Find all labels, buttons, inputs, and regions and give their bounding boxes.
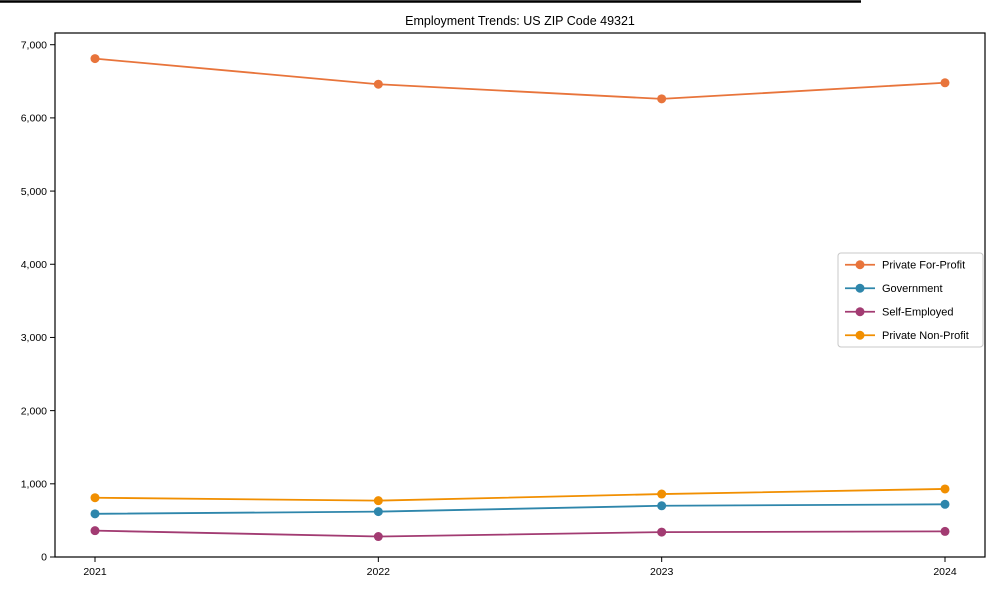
legend-marker-private-for-profit — [855, 260, 865, 270]
y-tick-label: 2,000 — [21, 405, 47, 417]
legend: Private For-Profit Government Self-Employe… — [837, 252, 984, 348]
x-tick-label: 2021 — [83, 566, 107, 578]
y-tick-label: 5,000 — [21, 186, 47, 198]
data-point-government-2021 — [90, 509, 100, 519]
legend-marker-government — [855, 283, 865, 293]
chart-title: Employment Trends: US ZIP Code 49321 — [405, 14, 635, 28]
legend-marker-self-employed — [855, 307, 865, 317]
data-point-private-for-profit-2023 — [657, 94, 667, 104]
data-point-private-non-profit-2024 — [940, 484, 950, 494]
series-line-private-for-profit — [94, 57, 946, 100]
axes: 0 1,000 2,000 3,000 4,000 5,000 6,000 7,000 2021… — [21, 32, 986, 578]
data-point-government-2024 — [940, 499, 950, 509]
data-point-self-employed-2024 — [940, 526, 950, 536]
data-point-private-non-profit-2022 — [373, 496, 383, 506]
y-tick-label: 1,000 — [21, 479, 47, 491]
data-point-self-employed-2021 — [90, 526, 100, 536]
y-tick-label: 7,000 — [21, 39, 47, 51]
legend-label-government: Government — [882, 283, 943, 295]
x-tick-label: 2024 — [933, 566, 957, 578]
data-point-private-non-profit-2021 — [90, 493, 100, 503]
y-tick-label: 4,000 — [21, 259, 47, 271]
series-lines — [90, 54, 950, 542]
legend-label-self-employed: Self-Employed — [882, 307, 954, 319]
y-tick-label: 6,000 — [21, 113, 47, 125]
data-point-self-employed-2023 — [657, 527, 667, 537]
data-point-private-for-profit-2024 — [940, 78, 950, 88]
series-line-private-non-profit — [94, 488, 946, 502]
legend-box — [837, 252, 984, 348]
data-point-government-2023 — [657, 501, 667, 511]
data-point-self-employed-2022 — [373, 532, 383, 542]
y-tick-label: 3,000 — [21, 332, 47, 344]
data-point-private-for-profit-2021 — [90, 54, 100, 64]
x-tick-label: 2023 — [650, 566, 674, 578]
series-line-self-employed — [94, 529, 946, 538]
legend-marker-private-non-profit — [855, 330, 865, 340]
plot-box — [54, 32, 986, 558]
data-point-private-non-profit-2023 — [657, 489, 667, 499]
data-point-government-2022 — [373, 507, 383, 517]
y-tick-label: 0 — [41, 552, 47, 564]
legend-label-private-non-profit: Private Non-Profit — [882, 330, 969, 342]
data-point-private-for-profit-2022 — [373, 79, 383, 89]
legend-label-private-for-profit: Private For-Profit — [882, 260, 965, 272]
series-line-government — [94, 503, 946, 515]
x-tick-label: 2022 — [367, 566, 391, 578]
